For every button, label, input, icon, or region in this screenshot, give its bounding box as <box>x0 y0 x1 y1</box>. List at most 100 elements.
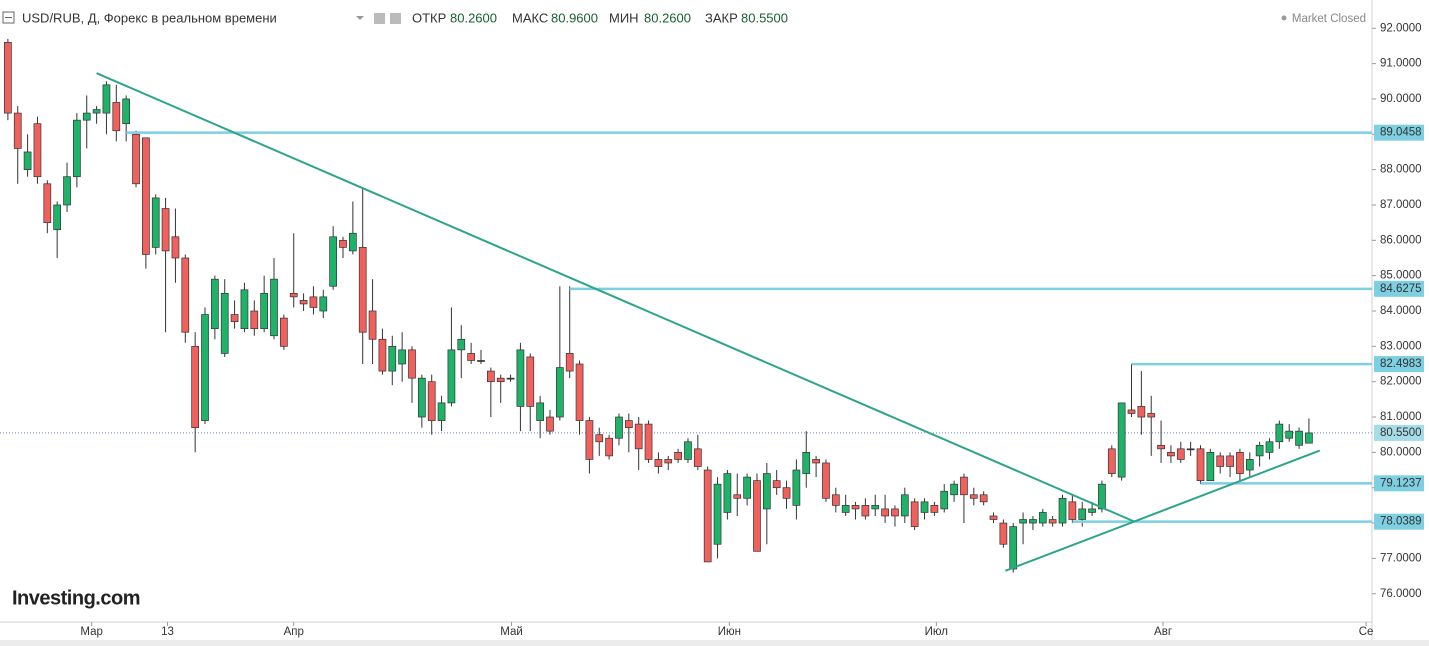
candle-body <box>762 473 771 510</box>
level-label: 78.0389 <box>1380 516 1422 528</box>
candle-body <box>53 204 62 231</box>
candle-body <box>1285 430 1294 439</box>
candle-body <box>289 292 298 298</box>
candle-body <box>565 353 574 372</box>
candle-body <box>1058 497 1067 524</box>
candle-body <box>1167 452 1175 457</box>
level-label-bg <box>1374 475 1424 492</box>
y-tick-label: 84.0000 <box>1380 305 1422 317</box>
candle-body <box>1117 402 1126 478</box>
candle-body <box>733 494 742 499</box>
candle-body <box>1107 448 1116 474</box>
candle-body <box>624 420 633 428</box>
candle-body <box>82 112 91 121</box>
bottom-strip <box>0 640 1429 646</box>
candle-body <box>33 123 42 178</box>
candle-body <box>496 377 505 383</box>
candle-body <box>743 476 751 499</box>
candle-body <box>1176 448 1185 460</box>
candle-body <box>132 133 140 185</box>
candle-body <box>881 508 889 517</box>
candle-body <box>388 345 397 372</box>
candle-body <box>802 452 811 474</box>
candle-body <box>1038 512 1047 524</box>
level-label-bg <box>1374 124 1424 141</box>
candle-body <box>250 310 259 330</box>
candle-body <box>723 473 732 513</box>
candle-body <box>792 469 801 506</box>
candle-body <box>644 423 653 460</box>
candle-body <box>270 278 278 337</box>
candle-body <box>575 363 584 421</box>
level-label: 84.6275 <box>1380 283 1422 295</box>
candle-body <box>1216 455 1225 467</box>
candle-body <box>960 476 968 496</box>
x-tick-label: Мар <box>80 626 103 638</box>
x-tick-label: Май <box>500 626 523 638</box>
y-tick-label: 82.0000 <box>1380 376 1422 388</box>
candle-body <box>664 459 673 464</box>
candle-body <box>358 247 367 333</box>
close-label: ЗАКР <box>705 10 738 25</box>
candle-body <box>1068 501 1077 520</box>
settings-icon[interactable] <box>390 13 401 24</box>
trend-line <box>96 72 1135 523</box>
candle-body <box>703 469 712 563</box>
last-price-label-bg <box>1374 424 1424 441</box>
candle-body <box>349 232 357 252</box>
y-tick-label: 81.0000 <box>1380 411 1422 423</box>
candle-body <box>772 480 781 489</box>
candle-body <box>240 289 249 330</box>
candle-body <box>654 459 663 467</box>
last-price-label: 80.5500 <box>1380 427 1422 439</box>
low-label: МИН <box>609 10 639 25</box>
symbol-title: USD/RUB, Д, Форекс в реальном времени <box>22 10 277 25</box>
candle-body <box>930 505 939 513</box>
candle-body <box>516 349 525 407</box>
collapse-icon[interactable] <box>2 11 15 24</box>
candle-body <box>1305 432 1313 444</box>
candle-body <box>615 416 623 439</box>
candle-body <box>1009 526 1018 570</box>
candle-body <box>1196 448 1205 481</box>
y-tick-label: 87.0000 <box>1380 199 1422 211</box>
candle-body <box>230 314 239 322</box>
level-label: 79.1237 <box>1380 477 1422 489</box>
candle-body <box>418 377 426 418</box>
candle-body <box>674 452 682 460</box>
candle-body <box>1137 406 1146 418</box>
candle-body <box>319 296 328 312</box>
level-label-bg <box>1374 356 1424 373</box>
candle-body <box>861 505 870 517</box>
level-label: 82.4983 <box>1380 358 1422 370</box>
candle-body <box>398 349 406 365</box>
status-dot <box>1281 15 1287 21</box>
candle-body <box>782 487 791 499</box>
candle-body <box>1255 444 1264 457</box>
candle-body <box>1226 455 1234 467</box>
candle-body <box>851 505 860 510</box>
dropdown-arrow[interactable] <box>356 16 364 20</box>
candle-body <box>211 278 219 330</box>
candle-body <box>4 42 12 114</box>
candle-body <box>1078 508 1087 520</box>
x-tick-label: Июн <box>718 626 741 638</box>
candle-body <box>900 494 909 517</box>
candle-body <box>23 151 32 170</box>
candle-body <box>989 515 998 520</box>
candle-body <box>605 437 613 457</box>
candle-body <box>969 494 978 499</box>
candle-body <box>822 462 830 499</box>
candle-body <box>1048 519 1057 524</box>
low-value: 80.2600 <box>644 10 691 25</box>
candle-body <box>201 314 209 421</box>
candle-body <box>1127 409 1136 414</box>
y-tick-label: 77.0000 <box>1380 552 1422 564</box>
candle-body <box>841 505 850 513</box>
candle-body <box>1265 441 1274 453</box>
settings-icon[interactable] <box>374 13 385 24</box>
candle-body <box>191 345 200 428</box>
candle-body <box>73 119 81 178</box>
candle-body <box>753 480 761 552</box>
